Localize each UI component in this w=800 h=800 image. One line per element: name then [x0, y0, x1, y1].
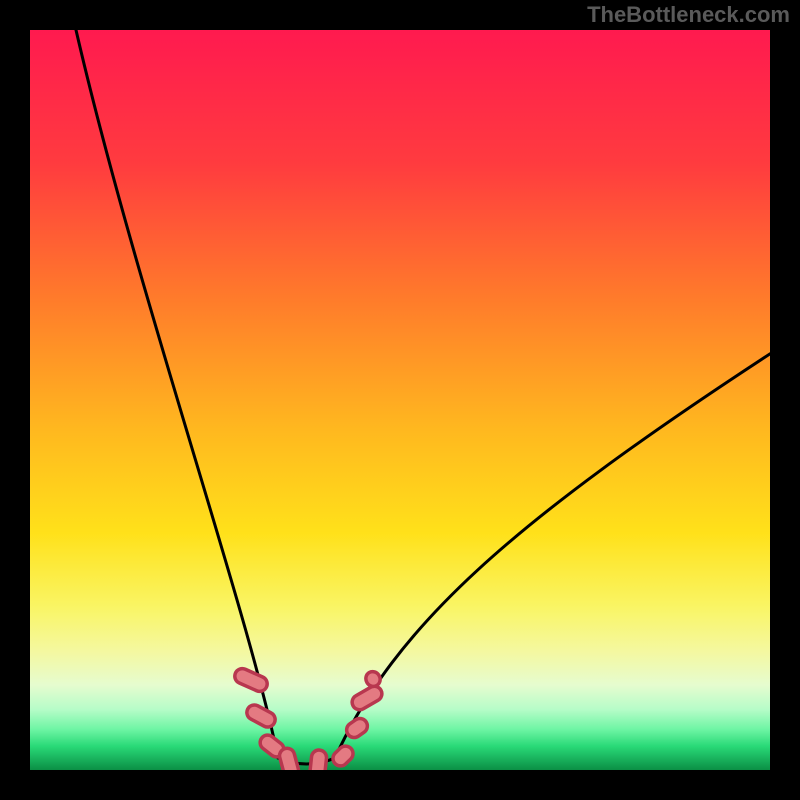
- watermark-text: TheBottleneck.com: [587, 2, 790, 27]
- plot-background: [30, 30, 770, 770]
